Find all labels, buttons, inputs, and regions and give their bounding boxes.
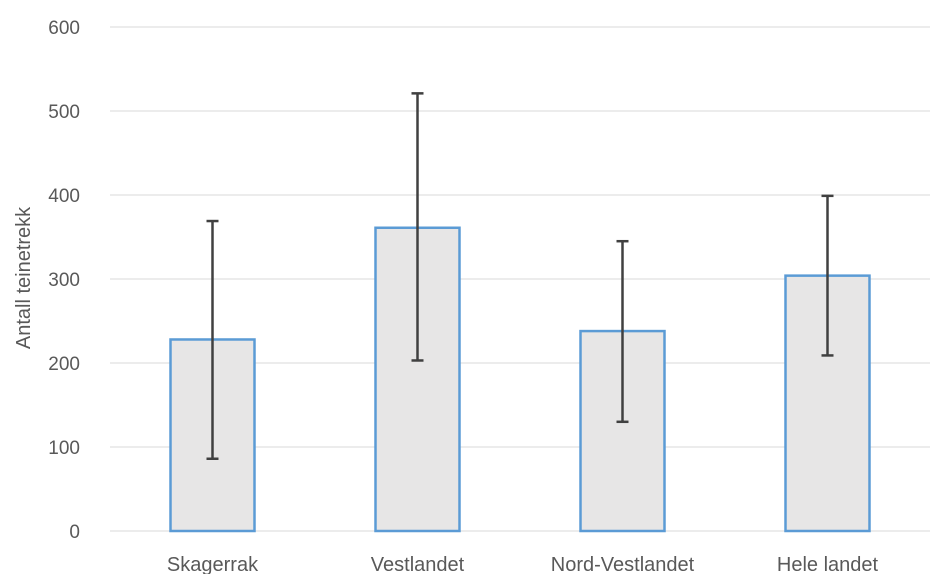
x-category-labels: Skagerrak Vestlandet Nord-Vestlandet Hele l…	[167, 554, 879, 574]
y-tick-label: 100	[48, 438, 80, 459]
x-category-label: Skagerrak	[167, 554, 259, 574]
x-category-label: Hele landet	[777, 554, 879, 574]
x-category-label: Vestlandet	[371, 554, 465, 574]
y-tick-label: 400	[48, 186, 80, 207]
y-tick-label: 200	[48, 354, 80, 375]
error-bars	[206, 92, 834, 461]
y-tick-labels: 0 100 200 300 400 500 600	[48, 18, 80, 543]
y-tick-label: 300	[48, 270, 80, 291]
y-tick-label: 0	[69, 522, 80, 543]
x-category-label: Nord-Vestlandet	[551, 554, 695, 574]
y-tick-label: 500	[48, 102, 80, 123]
y-axis-title: Antall teinetrekk	[13, 206, 35, 349]
bars	[169, 226, 871, 533]
y-tick-label: 600	[48, 18, 80, 39]
